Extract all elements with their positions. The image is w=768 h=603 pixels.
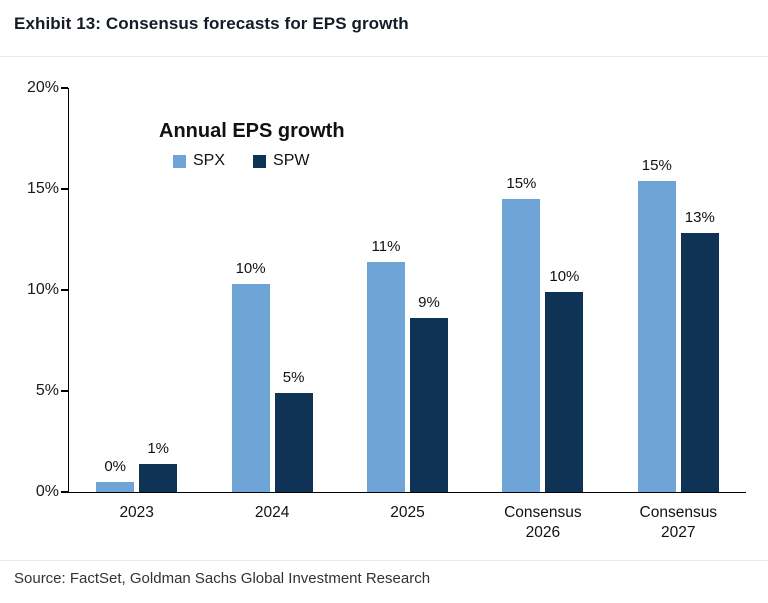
bar-spx-2025 [367,261,405,492]
x-axis-category-label: 2023 [119,504,154,521]
y-axis-tick-mark [61,289,68,291]
x-axis-category-label: Consensus 2027 [639,504,718,541]
eps-growth-chart: Annual EPS growth SPX SPW 0% 5% 10% 15% 20% 0%… [0,60,768,560]
bar-spw-consensus-2027 [680,233,719,492]
bar-spx-consensus-2027 [637,180,676,492]
bar-value-label: 5% [282,369,305,387]
y-axis-tick-mark [61,390,68,392]
bar-value-label: 1% [147,439,170,457]
y-axis-tick-mark [61,491,68,493]
x-axis-category-label: 2024 [254,504,290,521]
exhibit-title: Exhibit 13: Consensus forecasts for EPS … [14,14,409,33]
legend-label: SPX [193,152,226,169]
bar-value-label: 15% [641,156,672,174]
bar-value-label: 10% [235,259,266,277]
bar-value-label: 10% [549,268,580,286]
y-axis-tick-label: 15% [26,180,59,197]
y-axis-tick-mark [61,87,68,89]
bar-value-label: 11% [371,237,401,255]
y-axis-tick-label: 20% [26,79,59,96]
bar-spx-2024 [231,283,270,492]
legend-swatch-spw [253,154,267,168]
plot-area: Annual EPS growth SPX SPW 0% 5% 10% 15% 20% 0%… [27,79,746,541]
legend-swatch-spx [173,154,186,168]
bar-spw-2024 [274,393,313,492]
legend-item-spw: SPW [253,152,309,170]
legend-label: SPW [273,152,310,169]
chart-title: Annual EPS growth [159,120,345,142]
legend-block: Annual EPS growth SPX SPW [159,120,345,170]
bar-spx-consensus-2026 [502,199,541,492]
bar-value-label: 13% [684,209,715,227]
bar-value-label: 15% [506,175,537,193]
x-axis-category-label: 2025 [390,504,425,521]
y-axis-tick-label: 5% [35,382,59,399]
bar-spw-2025 [410,318,448,492]
bar-spw-consensus-2026 [545,292,584,492]
y-axis-tick-label: 10% [26,281,59,298]
bar-spx-2023 [96,481,135,492]
source-note: Source: FactSet, Goldman Sachs Global In… [14,570,431,587]
bar-value-label: 9% [418,294,440,312]
bar-value-label: 0% [104,457,127,475]
bar-spw-2023 [139,463,178,492]
x-axis-category-label: Consensus 2026 [504,504,582,541]
top-divider [0,56,768,57]
y-axis-tick-label: 0% [35,483,59,500]
bottom-divider [0,560,768,561]
legend-item-spx: SPX [173,152,225,170]
legend: SPX SPW [159,152,345,170]
y-axis-tick-mark [61,188,68,190]
